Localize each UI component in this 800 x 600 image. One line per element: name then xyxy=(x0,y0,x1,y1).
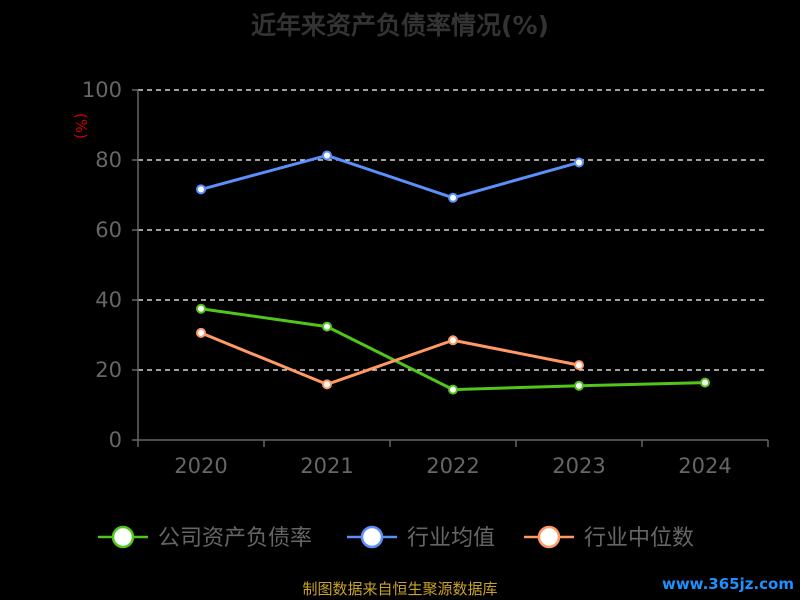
data-point xyxy=(574,157,584,168)
series-line xyxy=(200,331,580,386)
y-tick-label: 40 xyxy=(95,288,122,312)
y-tick-label: 80 xyxy=(95,148,122,172)
x-tick-label: 2024 xyxy=(678,454,731,478)
tick-labels: 0 20 40 60 80 100 2020 2021 2022 2023 2024 xyxy=(82,78,732,478)
series-line xyxy=(200,153,580,200)
y-axis-label: (%) xyxy=(72,113,90,139)
x-tick-label: 2021 xyxy=(300,454,353,478)
legend: 公司资产负债率 行业均值 行业中位数 xyxy=(98,525,694,551)
series-lines xyxy=(196,150,710,395)
legend-label: 行业均值 xyxy=(407,526,495,551)
data-point xyxy=(196,303,206,314)
data-point xyxy=(448,192,458,203)
data-point xyxy=(448,335,458,346)
x-tick-label: 2023 xyxy=(552,454,605,478)
data-point xyxy=(448,384,458,395)
data-point xyxy=(574,380,584,391)
legend-marker xyxy=(111,525,135,549)
legend-label: 行业中位数 xyxy=(584,526,694,551)
grid-lines xyxy=(138,89,768,371)
legend-label: 公司资产负债率 xyxy=(158,526,312,551)
y-tick-label: 100 xyxy=(82,78,122,102)
axes xyxy=(132,89,769,447)
data-point xyxy=(322,150,332,161)
source-footer: 制图数据来自恒生聚源数据库 xyxy=(302,580,498,598)
y-tick-label: 60 xyxy=(95,218,122,242)
chart-title: 近年来资产负债率情况(%) xyxy=(251,11,549,40)
data-point xyxy=(322,379,332,390)
watermark: www.365jz.com xyxy=(661,575,794,593)
y-tick-label: 20 xyxy=(95,358,122,382)
series-line xyxy=(200,307,706,392)
legend-marker xyxy=(360,525,384,549)
data-point xyxy=(322,321,332,332)
data-point xyxy=(700,377,710,388)
x-tick-label: 2022 xyxy=(426,454,479,478)
x-tick-label: 2020 xyxy=(174,454,227,478)
data-point xyxy=(196,184,206,195)
y-tick-label: 0 xyxy=(109,428,122,452)
data-point xyxy=(574,360,584,371)
legend-marker xyxy=(537,525,561,549)
data-point xyxy=(196,327,206,338)
